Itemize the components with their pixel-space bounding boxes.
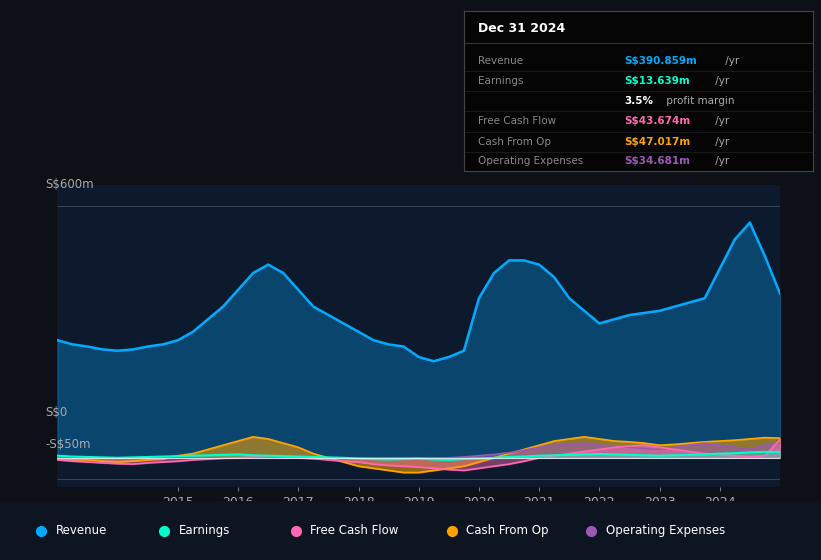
- Text: Operating Expenses: Operating Expenses: [478, 156, 583, 166]
- Text: profit margin: profit margin: [663, 96, 735, 106]
- Text: S$13.639m: S$13.639m: [624, 76, 690, 86]
- Text: /yr: /yr: [713, 137, 730, 147]
- Text: S$47.017m: S$47.017m: [624, 137, 690, 147]
- Text: Free Cash Flow: Free Cash Flow: [478, 116, 556, 127]
- Text: Free Cash Flow: Free Cash Flow: [310, 524, 399, 537]
- Text: /yr: /yr: [713, 116, 730, 127]
- Text: Cash From Op: Cash From Op: [466, 524, 548, 537]
- Text: -S$50m: -S$50m: [45, 438, 90, 451]
- Text: /yr: /yr: [713, 156, 730, 166]
- Text: 3.5%: 3.5%: [624, 96, 654, 106]
- Text: Cash From Op: Cash From Op: [478, 137, 551, 147]
- Text: /yr: /yr: [722, 55, 740, 66]
- Text: Revenue: Revenue: [478, 55, 523, 66]
- Text: Earnings: Earnings: [179, 524, 231, 537]
- Text: Operating Expenses: Operating Expenses: [606, 524, 725, 537]
- Text: Dec 31 2024: Dec 31 2024: [478, 22, 565, 35]
- Text: Revenue: Revenue: [56, 524, 108, 537]
- Text: S$0: S$0: [45, 406, 67, 419]
- Text: /yr: /yr: [713, 76, 730, 86]
- Text: S$34.681m: S$34.681m: [624, 156, 690, 166]
- Text: Earnings: Earnings: [478, 76, 523, 86]
- Text: S$390.859m: S$390.859m: [624, 55, 697, 66]
- Text: S$600m: S$600m: [45, 178, 94, 190]
- Text: S$43.674m: S$43.674m: [624, 116, 690, 127]
